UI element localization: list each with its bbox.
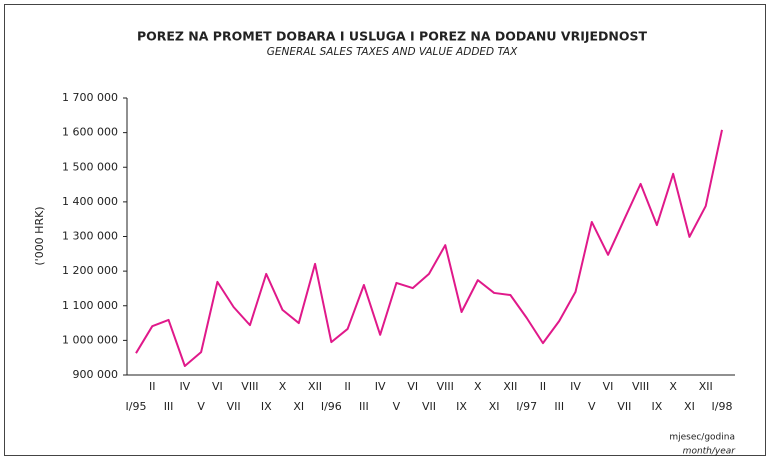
x-tick-label: X — [669, 380, 677, 393]
x-tick-label: X — [279, 380, 287, 393]
x-tick-label: II — [149, 380, 156, 393]
x-tick-label: V — [588, 400, 596, 413]
x-tick-label: XII — [503, 380, 517, 393]
x-tick-label: XI — [684, 400, 695, 413]
x-tick-label: XII — [699, 380, 713, 393]
x-tick-label: IX — [261, 400, 272, 413]
y-tick-label: 1 300 000 — [62, 230, 118, 243]
x-tick-label: VIII — [632, 380, 649, 393]
y-tick-label: 1 200 000 — [62, 264, 118, 277]
y-tick-label: 1 600 000 — [62, 126, 118, 139]
data-line — [135, 129, 723, 367]
y-tick-label: 1 100 000 — [62, 299, 118, 312]
x-tick-label: V — [197, 400, 205, 413]
x-tick-label: XI — [489, 400, 500, 413]
y-tick-label: 1 700 000 — [62, 91, 118, 104]
x-tick-label: IV — [375, 380, 386, 393]
x-tick-label: I/97 — [516, 400, 537, 413]
x-tick-label: V — [393, 400, 401, 413]
chart-title: POREZ NA PROMET DOBARA I USLUGA I POREZ … — [137, 29, 648, 44]
x-tick-label: II — [344, 380, 351, 393]
y-tick-label: 1 000 000 — [62, 333, 118, 346]
x-tick-label: III — [554, 400, 564, 413]
x-tick-label: VI — [603, 380, 614, 393]
x-tick-label: VII — [617, 400, 631, 413]
x-tick-label: II — [540, 380, 547, 393]
x-tick-label: I/96 — [321, 400, 342, 413]
x-tick-label: VIII — [437, 380, 454, 393]
x-tick-label: VI — [212, 380, 223, 393]
y-tick-label: 1 400 000 — [62, 195, 118, 208]
y-tick-label: 900 000 — [73, 368, 119, 381]
x-axis-label-en: month/year — [683, 447, 737, 457]
chart-subtitle: GENERAL SALES TAXES AND VALUE ADDED TAX — [267, 46, 518, 58]
frame — [4, 4, 766, 456]
x-tick-label: VII — [422, 400, 436, 413]
x-tick-label: I/95 — [126, 400, 147, 413]
x-tick-label: VIII — [241, 380, 258, 393]
y-tick-label: 1 500 000 — [62, 160, 118, 173]
x-tick-label: X — [474, 380, 482, 393]
x-tick-label: IX — [456, 400, 467, 413]
x-tick-label: VI — [407, 380, 418, 393]
x-tick-label: IV — [570, 380, 581, 393]
x-tick-label: XI — [293, 400, 304, 413]
x-axis-label: mjesec/godina — [669, 433, 735, 443]
x-tick-label: I/98 — [712, 400, 733, 413]
y-axis-label: ('000 HRK) — [33, 206, 46, 265]
x-tick-label: VII — [227, 400, 241, 413]
x-tick-label: XII — [308, 380, 322, 393]
x-tick-label: IX — [651, 400, 662, 413]
x-tick-label: III — [359, 400, 369, 413]
x-tick-label: IV — [179, 380, 190, 393]
x-tick-label: III — [164, 400, 174, 413]
